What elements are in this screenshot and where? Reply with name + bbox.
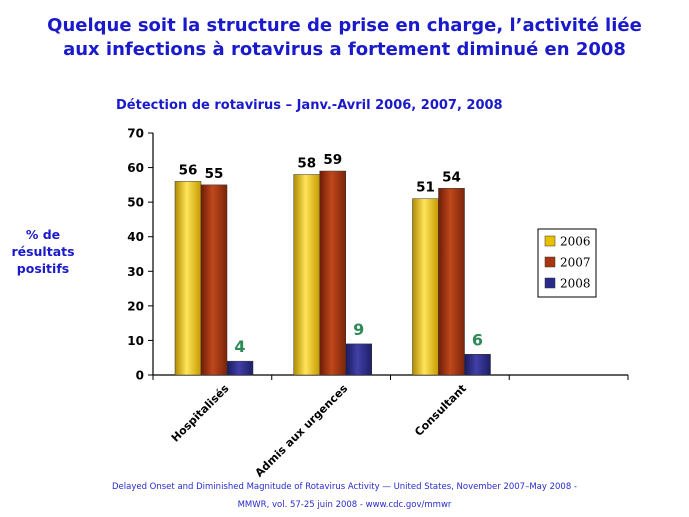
y-tick-label-70: 70 (127, 127, 144, 141)
legend-label-2006: 2006 (560, 235, 591, 249)
source-line-1: Delayed Onset and Diminished Magnitude o… (111, 482, 578, 492)
data-label-consultant-2006: 51 (416, 180, 435, 196)
source-line-2: MMWR, vol. 57-25 juin 2008 - www.cdc.gov… (237, 500, 452, 510)
legend-label-2007: 2007 (560, 256, 591, 270)
data-label-consultant-2008: 6 (472, 330, 483, 349)
bar-consultant-2008 (464, 354, 491, 376)
bar-admis-aux-urgences-2008 (345, 343, 372, 376)
legend-label-2008: 2008 (560, 277, 591, 291)
y-tick-label-60: 60 (127, 161, 144, 175)
x-tick-label-consultant: Consultant (412, 382, 469, 439)
data-label-hospitalises-2006: 56 (179, 162, 198, 178)
bar-consultant-2006 (412, 198, 439, 376)
slide-title-line-2: aux infections à rotavirus a fortement d… (63, 39, 626, 60)
y-tick-label-0: 0 (136, 369, 144, 383)
data-label-admis-aux-urgences-2007: 59 (323, 152, 342, 168)
y-tick-label-50: 50 (127, 196, 144, 210)
bar-admis-aux-urgences-2007 (319, 170, 346, 376)
data-label-admis-aux-urgences-2008: 9 (353, 320, 364, 339)
bar-hospitalises-2007 (200, 184, 228, 376)
y-tick-label-20: 20 (127, 299, 144, 313)
data-label-hospitalises-2008: 4 (234, 337, 245, 356)
data-label-consultant-2007: 54 (442, 169, 461, 185)
chart-title: Détection de rotavirus – Janv.-Avril 200… (116, 98, 503, 113)
slide-title-line-1: Quelque soit la structure de prise en ch… (47, 15, 642, 36)
legend-swatch-2007 (544, 256, 556, 268)
bar-hospitalises-2006 (174, 181, 202, 376)
x-tick-label-admis-aux-urgences: Admis aux urgences (253, 382, 351, 480)
bar-consultant-2007 (438, 188, 465, 376)
y-tick-label-40: 40 (127, 230, 144, 244)
data-label-admis-aux-urgences-2006: 58 (297, 155, 316, 171)
x-tick-label-hospitalises: Hospitalisés (169, 382, 232, 445)
legend-swatch-2006 (544, 235, 556, 247)
slide-title: Quelque soit la structure de prise en ch… (0, 14, 689, 62)
y-tick-label-30: 30 (127, 265, 144, 279)
legend-swatch-2008 (544, 277, 556, 289)
data-label-hospitalises-2007: 55 (205, 166, 224, 182)
y-tick-label-10: 10 (127, 334, 144, 348)
bar-admis-aux-urgences-2006 (293, 174, 320, 376)
bar-hospitalises-2008 (226, 360, 254, 376)
y-axis-label: % de résultats positifs (11, 227, 75, 276)
